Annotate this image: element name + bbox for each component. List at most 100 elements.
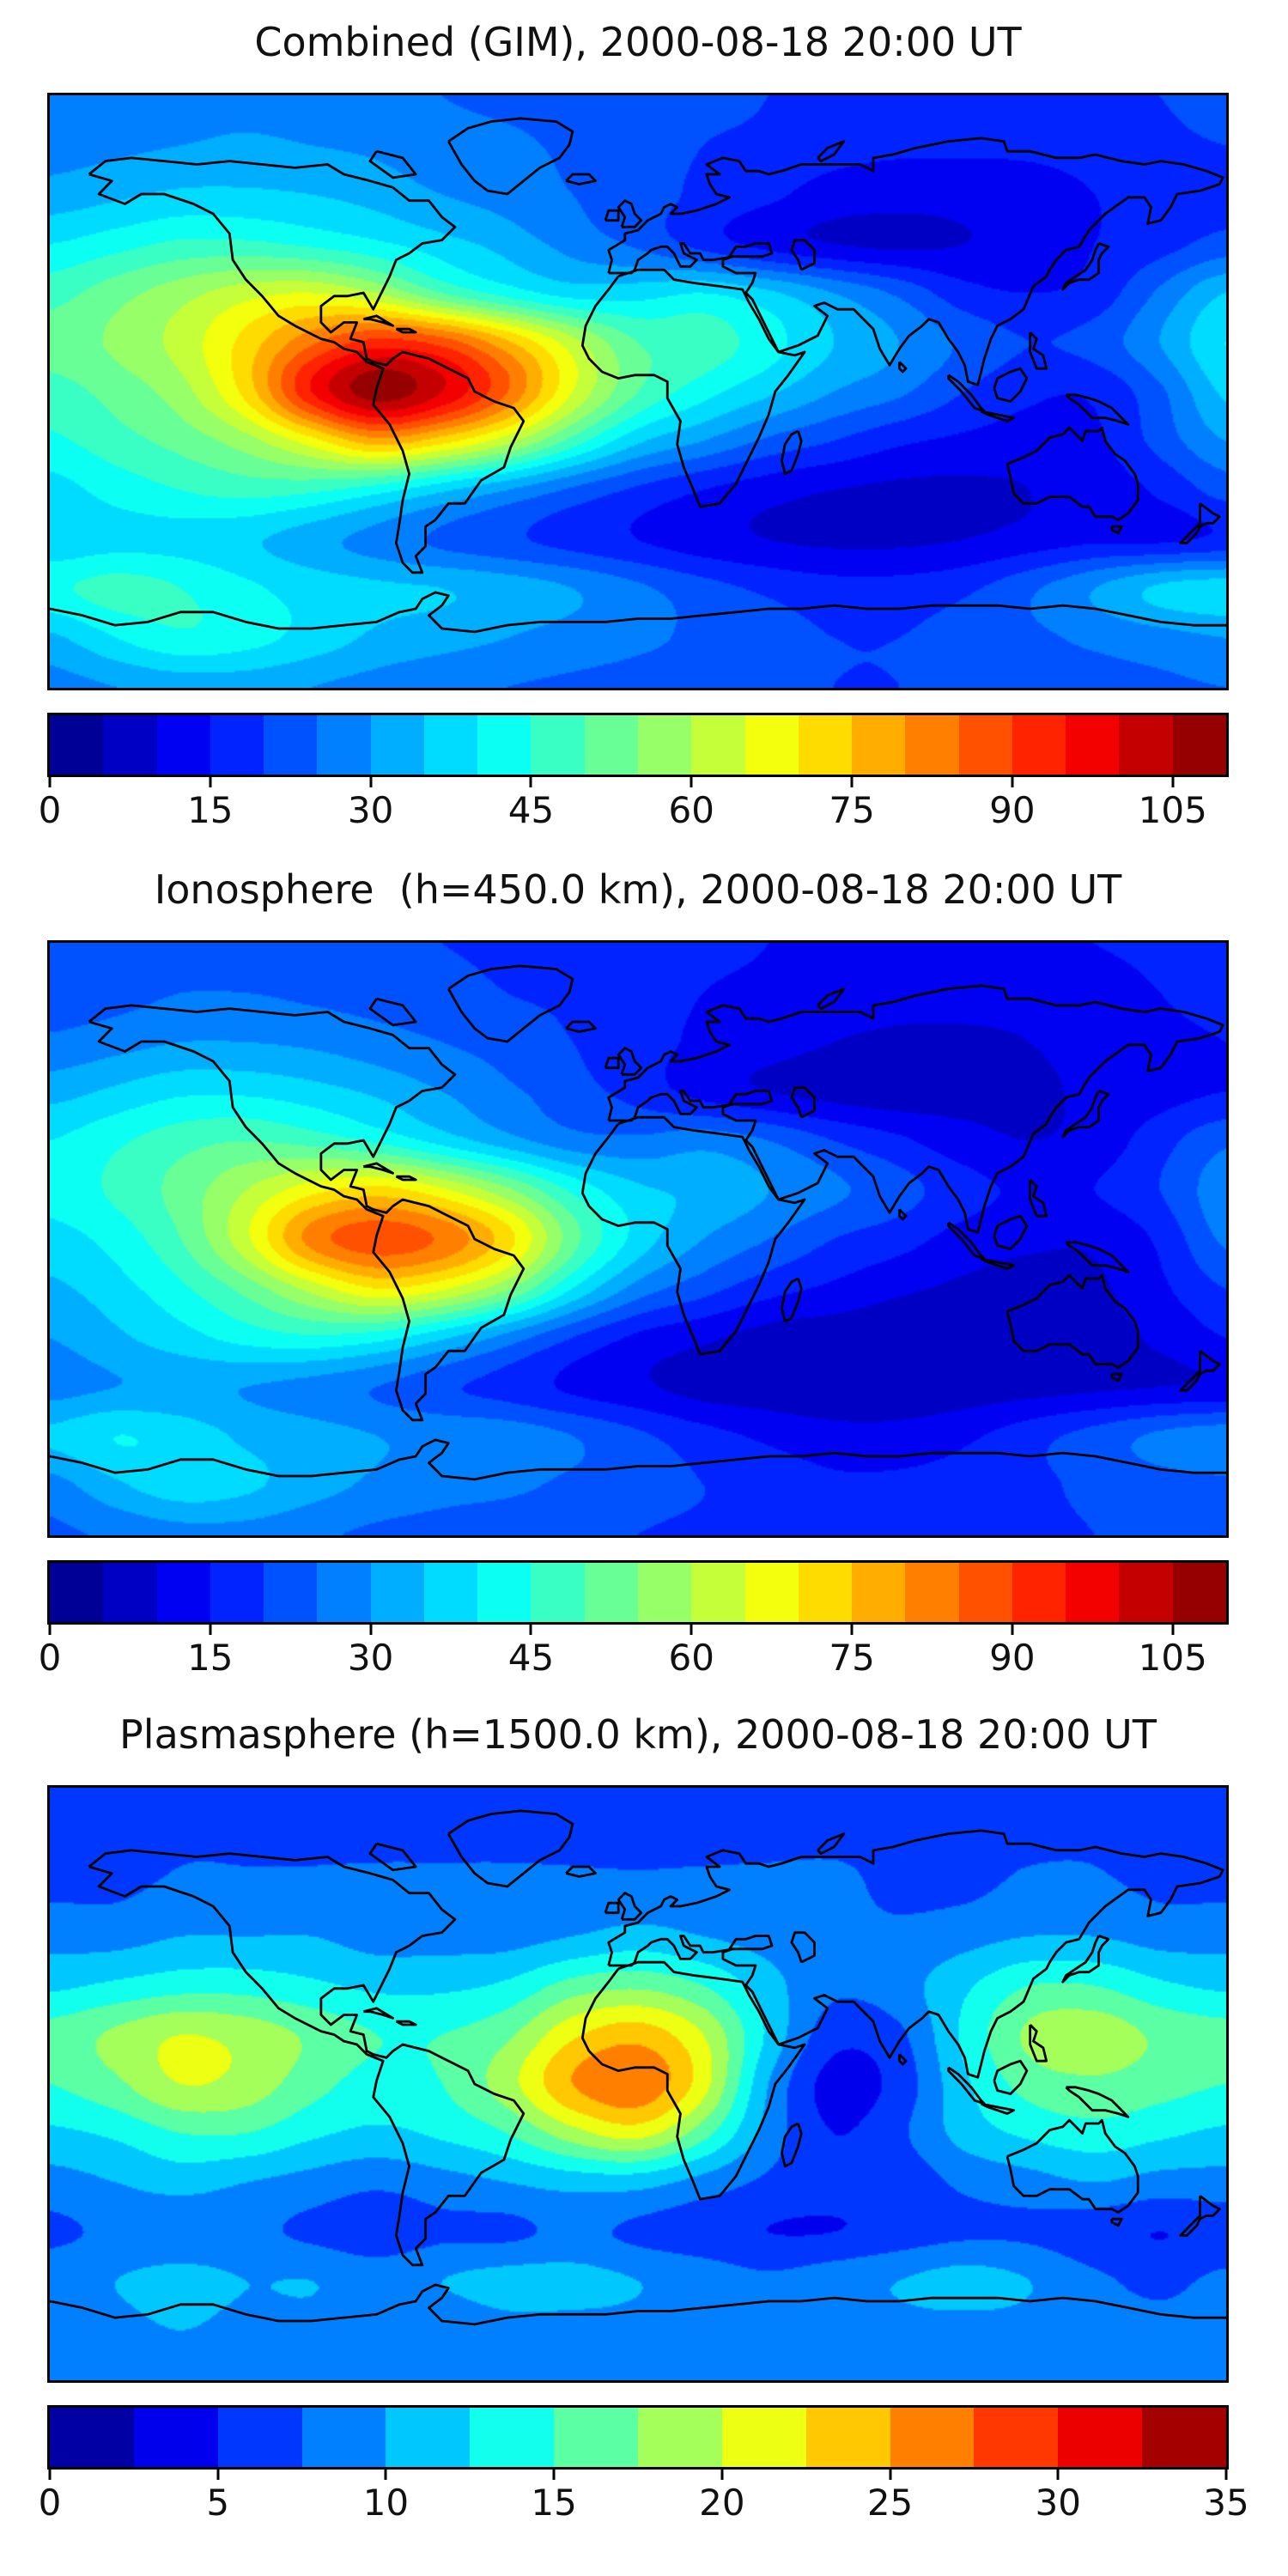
colorbar-tick-mark [48, 775, 52, 787]
colorbar-tick-label: 10 [362, 2482, 410, 2524]
colorbar-tick-mark [690, 775, 693, 787]
world-map-plasmasphere [47, 1785, 1229, 2383]
colorbar-segment [50, 1563, 104, 1622]
colorbar-tick-mark [1171, 1622, 1175, 1635]
colorbar-ticks: 0 15 30 45 60 75 90 105 [39, 1622, 1226, 1682]
colorbar-tick-label: 75 [829, 789, 875, 831]
colorbar [47, 2405, 1229, 2470]
colorbar-segment [852, 1563, 907, 1622]
colorbar-segment [1012, 715, 1066, 775]
colorbar-segment [50, 715, 104, 775]
colorbar-tick-label: 105 [1138, 1637, 1207, 1679]
tec-field-canvas [50, 1788, 1226, 2380]
colorbar-segment [554, 2408, 639, 2467]
colorbar [47, 713, 1229, 777]
map-title: Combined (GIM), 2000-08-18 20:00 UT [254, 19, 1022, 65]
colorbar-tick-mark [690, 1622, 693, 1635]
colorbar-segment [852, 715, 907, 775]
colorbar-segment [691, 1563, 746, 1622]
colorbar-tick-mark [1011, 775, 1014, 787]
colorbar-tick-label: 5 [206, 2482, 230, 2524]
colorbar-tick-label: 45 [507, 789, 555, 831]
map-title: Ionosphere (h=450.0 km), 2000-08-18 20:0… [154, 866, 1122, 913]
colorbar-segment [1119, 715, 1174, 775]
coastlines-overlay [50, 95, 1226, 688]
colorbar [47, 1560, 1229, 1625]
colorbar-tick-label: 90 [989, 789, 1036, 831]
colorbar-tick-label: 15 [531, 2482, 577, 2524]
colorbar-tick-mark [369, 1622, 373, 1635]
colorbar-segment [1142, 2408, 1226, 2467]
colorbar-segment [103, 715, 158, 775]
colorbar-segment [691, 715, 746, 775]
colorbar-tick-mark [529, 1622, 532, 1635]
colorbar-tick-mark [529, 775, 532, 787]
coastlines-overlay [50, 943, 1226, 1535]
tec-field-canvas [50, 943, 1226, 1535]
colorbar-tick-mark [369, 775, 373, 787]
colorbar-segment [905, 715, 960, 775]
colorbar-tick-label: 30 [1035, 2482, 1082, 2524]
colorbar-segment [958, 715, 1013, 775]
colorbar-tick-label: 90 [989, 1637, 1036, 1679]
colorbar-segment [477, 715, 532, 775]
colorbar-tick-mark [850, 1622, 854, 1635]
colorbar-segment [370, 715, 425, 775]
colorbar-segment [1066, 1563, 1121, 1622]
colorbar-segment [805, 2408, 891, 2467]
colorbar-tick-label: 0 [38, 2482, 62, 2524]
colorbar-tick-mark [209, 775, 212, 787]
colorbar-segment [133, 2408, 219, 2467]
colorbar-segment [584, 1563, 639, 1622]
colorbar-segment [470, 2408, 555, 2467]
colorbar-segment [798, 1563, 853, 1622]
colorbar-tick-mark [1171, 775, 1175, 787]
colorbar-tick-mark [720, 2467, 724, 2480]
colorbar-segment [744, 715, 799, 775]
colorbar-tick-label: 35 [1203, 2482, 1249, 2524]
colorbar-segment [370, 1563, 425, 1622]
colorbar-segment [1119, 1563, 1174, 1622]
colorbar-ticks: 0 5 10 15 20 25 30 35 [39, 2467, 1249, 2527]
colorbar-segment [1172, 715, 1226, 775]
colorbar-tick-label: 15 [187, 1637, 234, 1679]
colorbar-tick-label: 45 [507, 1637, 555, 1679]
colorbar-tick-mark [216, 2467, 220, 2480]
colorbar-segment [103, 1563, 158, 1622]
coastlines-overlay [50, 1788, 1226, 2380]
colorbar-segment [317, 1563, 372, 1622]
colorbar-segment [423, 715, 478, 775]
colorbar-segment [156, 1563, 211, 1622]
colorbar-tick-label: 30 [347, 1637, 394, 1679]
world-map-combined [47, 93, 1229, 690]
colorbar-tick-label: 60 [668, 789, 714, 831]
colorbar-segment [531, 715, 586, 775]
colorbar-tick-label: 30 [347, 789, 394, 831]
colorbar-tick-mark [889, 2467, 892, 2480]
colorbar-segment [386, 2408, 471, 2467]
colorbar-segment [156, 715, 211, 775]
colorbar-segment [584, 715, 639, 775]
colorbar-tick-label: 60 [668, 1637, 714, 1679]
colorbar-segment [958, 1563, 1013, 1622]
colorbar-segment [317, 715, 372, 775]
map-title: Plasmasphere (h=1500.0 km), 2000-08-18 2… [119, 1711, 1157, 1758]
colorbar-segment [890, 2408, 975, 2467]
colorbar-tick-label: 0 [38, 789, 62, 831]
colorbar-tick-mark [384, 2467, 387, 2480]
colorbar-segment [1066, 715, 1121, 775]
colorbar-segment [477, 1563, 532, 1622]
colorbar-tick-label: 105 [1138, 789, 1207, 831]
colorbar-segment [798, 715, 853, 775]
colorbar-tick-mark [850, 775, 854, 787]
colorbar-tick-mark [1011, 1622, 1014, 1635]
colorbar-tick-mark [1224, 2467, 1228, 2480]
colorbar-segment [210, 715, 264, 775]
colorbar-segment [638, 2408, 723, 2467]
colorbar-tick-mark [1056, 2467, 1060, 2480]
colorbar-segment [217, 2408, 303, 2467]
colorbar-segment [1012, 1563, 1066, 1622]
colorbar-segment [1058, 2408, 1143, 2467]
colorbar-segment [905, 1563, 960, 1622]
colorbar-segment [744, 1563, 799, 1622]
